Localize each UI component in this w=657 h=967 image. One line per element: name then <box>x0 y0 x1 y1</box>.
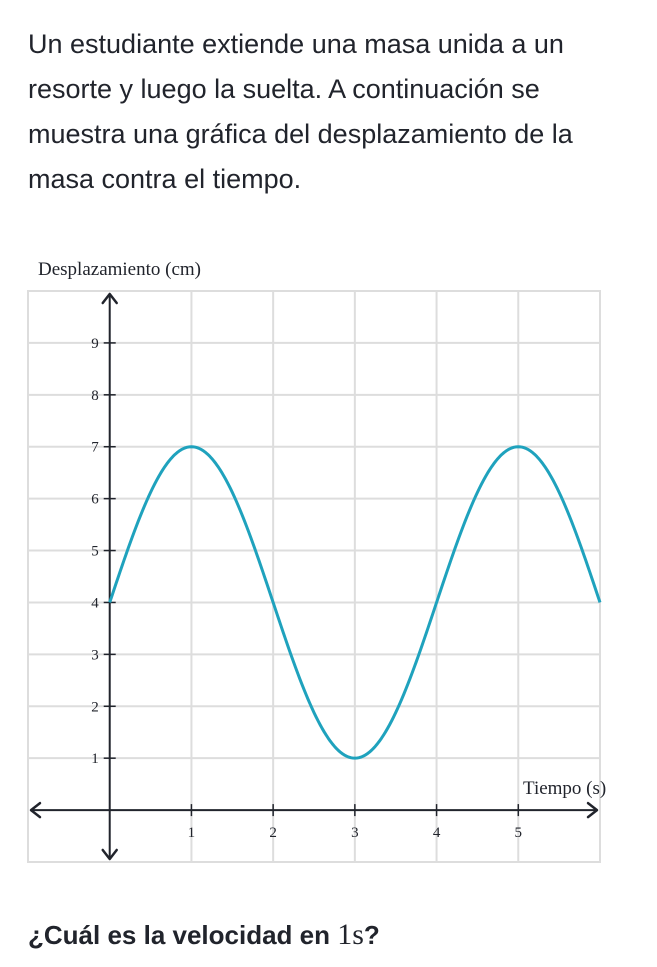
x-axis-label: Tiempo (s) <box>523 778 606 799</box>
y-tick-label: 9 <box>91 336 99 352</box>
question-suffix: ? <box>363 920 380 950</box>
y-tick-label: 4 <box>91 595 99 611</box>
axes: 1 2 3 4 5 1 2 3 4 5 6 7 8 9 <box>29 292 599 861</box>
y-axis-label: Desplazamiento (cm) <box>38 259 201 280</box>
question-value: 1 <box>337 918 353 951</box>
y-axis-arrow-down <box>101 848 118 861</box>
x-tick-label: 4 <box>433 825 441 841</box>
x-axis-arrow-right <box>586 801 599 819</box>
problem-statement: Un estudiante extiende una masa unida a … <box>28 29 573 194</box>
y-tick-label: 3 <box>91 647 99 663</box>
displacement-time-chart: 1 2 3 4 5 1 2 3 4 5 6 7 8 9 Desplazamiento (cm) Tiemp… <box>0 245 657 875</box>
plot-frame <box>27 290 601 863</box>
y-tick-label: 5 <box>91 544 99 560</box>
y-tick-label: 7 <box>91 440 99 456</box>
x-tick-label: 1 <box>188 825 196 841</box>
y-axis-arrow-up <box>101 292 118 305</box>
x-tick-label: 3 <box>351 825 359 841</box>
displacement-curve <box>108 445 602 760</box>
x-tick-label: 5 <box>515 825 523 841</box>
grid-lines <box>27 290 601 863</box>
x-axis-arrow-left <box>29 801 42 819</box>
y-tick-label: 2 <box>91 699 99 715</box>
y-tick-label: 1 <box>91 751 99 767</box>
question-text: ¿Cuál es la velocidad en 1s? <box>28 918 380 952</box>
x-tick-label: 2 <box>269 825 277 841</box>
y-tick-label: 8 <box>91 388 99 404</box>
y-tick-label: 6 <box>91 492 99 508</box>
chart-svg: 1 2 3 4 5 1 2 3 4 5 6 7 8 9 Desplazamiento (cm) Tiemp… <box>27 259 606 863</box>
question-unit: s <box>352 918 364 951</box>
question-prefix: ¿Cuál es la velocidad en <box>28 920 338 950</box>
